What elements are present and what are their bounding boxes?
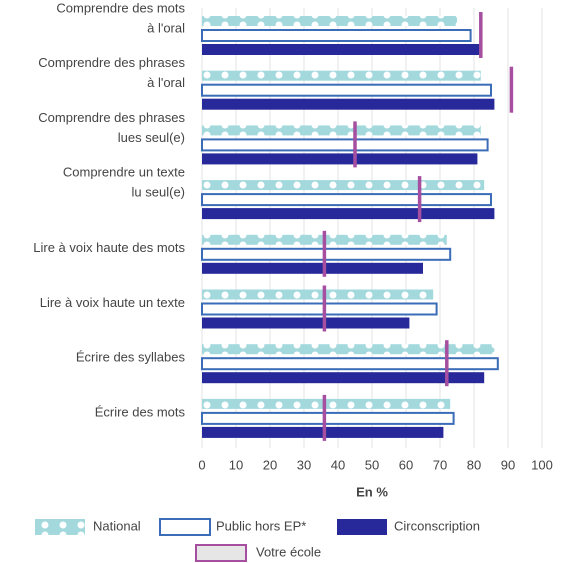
bar <box>202 98 495 110</box>
category-label: Écrire des syllabes <box>76 350 186 365</box>
legend-label: Votre école <box>256 544 321 559</box>
category-label: à l'oral <box>147 20 185 35</box>
bar <box>202 125 481 136</box>
legend-swatch <box>195 544 247 562</box>
bar <box>202 16 457 26</box>
bar <box>201 302 438 316</box>
legend-label: Public hors EP* <box>216 518 306 533</box>
bar <box>202 372 485 384</box>
bar <box>202 262 423 274</box>
bar <box>201 411 455 425</box>
x-tick-label: 60 <box>399 457 413 472</box>
category-label: à l'oral <box>147 75 185 90</box>
x-tick-label: 80 <box>467 457 481 472</box>
bar <box>202 153 478 165</box>
x-tick-label: 10 <box>229 457 243 472</box>
legend-label: Circonscription <box>394 518 480 533</box>
category-label: lu seul(e) <box>132 185 185 200</box>
legend-swatch <box>337 519 387 535</box>
x-tick-label: 90 <box>501 457 515 472</box>
x-tick-label: 0 <box>198 457 205 472</box>
bar <box>201 83 492 97</box>
category-label: Comprendre des mots <box>56 0 185 15</box>
x-tick-label: 30 <box>297 457 311 472</box>
bar <box>202 44 481 55</box>
x-axis-title: En % <box>356 484 388 499</box>
bar <box>201 138 489 152</box>
category-label: Comprendre un texte <box>63 165 185 180</box>
bar <box>202 180 485 191</box>
legend-swatch <box>35 519 85 535</box>
bar <box>202 70 481 81</box>
legend-swatch <box>159 518 211 536</box>
category-label: Écrire des mots <box>95 404 186 419</box>
x-tick-label: 70 <box>433 457 447 472</box>
category-label: Comprendre des phrases <box>38 110 185 125</box>
bar <box>202 344 495 355</box>
bar <box>201 29 472 42</box>
x-tick-label: 50 <box>365 457 379 472</box>
bar <box>201 193 492 207</box>
x-tick-label: 100 <box>531 457 553 472</box>
category-label: Comprendre des phrases <box>38 55 185 70</box>
bar <box>202 289 434 300</box>
x-tick-label: 40 <box>331 457 345 472</box>
x-tick-label: 20 <box>263 457 277 472</box>
legend-label: National <box>93 518 141 533</box>
bar <box>201 357 499 371</box>
category-label: lues seul(e) <box>118 130 185 145</box>
category-label: Lire à voix haute des mots <box>33 240 185 255</box>
bar <box>202 317 410 329</box>
bar <box>202 208 495 220</box>
category-label: Lire à voix haute un texte <box>40 295 185 310</box>
